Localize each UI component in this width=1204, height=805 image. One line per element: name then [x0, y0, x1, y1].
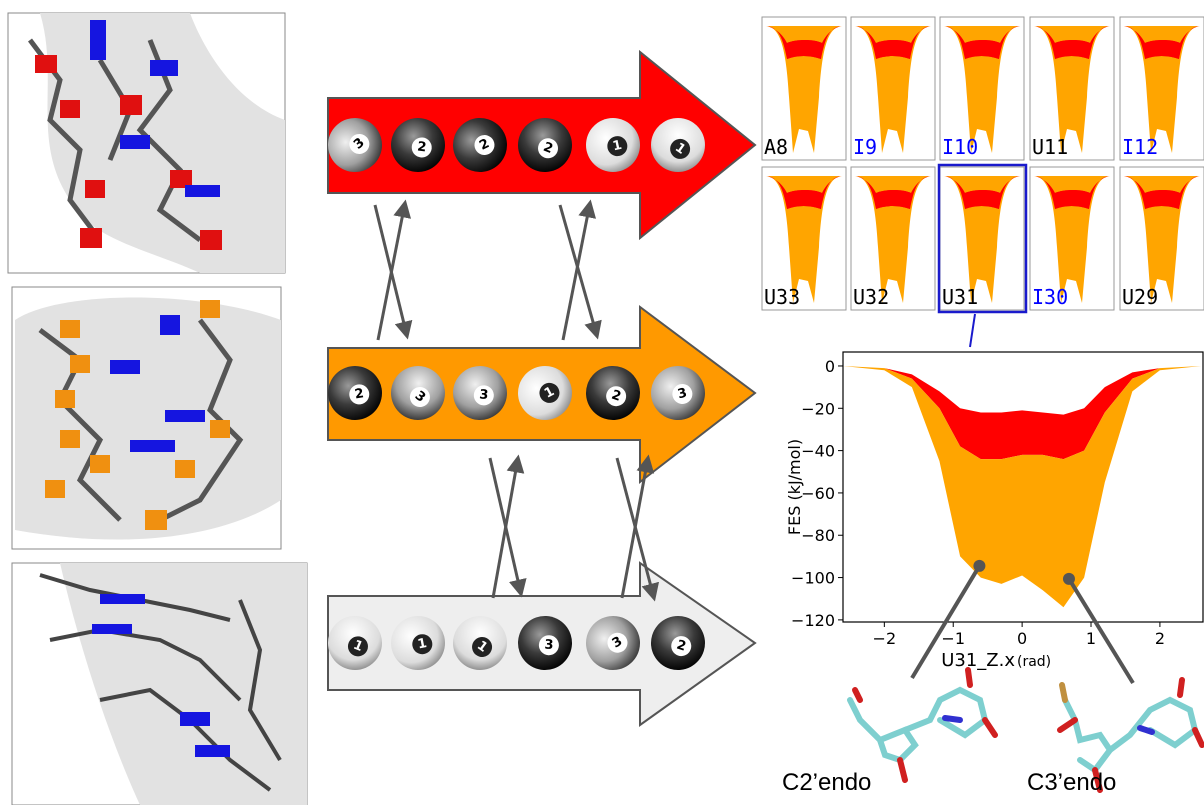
pointer-line: [1069, 579, 1133, 683]
ball-number: 3: [544, 637, 554, 652]
residue-label: I9: [853, 135, 877, 159]
residue-label: U11: [1032, 135, 1068, 159]
structure-panels: [8, 13, 307, 805]
residue-label: I12: [1122, 135, 1158, 159]
x-tick-label: −2: [873, 629, 897, 648]
state-point: [1063, 573, 1075, 585]
y-tick-label: −40: [801, 442, 835, 461]
y-tick-label: 0: [825, 357, 835, 376]
residue-panels: A8 I9 I10 U11 I12 U33 U32 U31 I30 U29: [762, 17, 1204, 312]
residue-label: I10: [942, 135, 978, 159]
y-tick-label: −20: [801, 399, 835, 418]
x-axis-label: U31_Z.x: [941, 650, 1015, 671]
state-point: [973, 560, 985, 572]
ball-number: 2: [416, 139, 427, 155]
fes-band: [843, 366, 1201, 607]
residue-label: U29: [1122, 285, 1158, 309]
surface: [15, 298, 281, 540]
residue-label: U33: [764, 285, 800, 309]
x-tick-label: 0: [1017, 629, 1027, 648]
y-tick-label: −60: [801, 484, 835, 503]
y-tick-label: −120: [791, 611, 835, 630]
x-tick-label: −1: [941, 629, 965, 648]
residue-label: A8: [764, 135, 788, 159]
y-tick-label: −80: [801, 526, 835, 545]
ball-number: 3: [479, 387, 489, 403]
residue-label: U31: [942, 285, 978, 309]
y-axis-label: FES (kJ/mol): [785, 439, 804, 535]
molecule: [850, 670, 995, 780]
y-tick-label: −100: [791, 569, 835, 588]
x-axis-unit: (rad): [1017, 654, 1051, 670]
figure: 322211233123111332 A8I9I10U11I12U33U32U3…: [0, 0, 1204, 805]
x-tick-label: 1: [1086, 629, 1096, 648]
conformer-label: C2’endo: [782, 769, 871, 796]
zoom-connector: [970, 314, 975, 347]
residue-label: U32: [853, 285, 889, 309]
fes-band: [843, 366, 1201, 459]
residue-label: I30: [1032, 285, 1068, 309]
fes-chart: 0 −20 −40 −60 −80 −100 −120 −2 −1 0 1 2 FES (kJ/mol)…: [785, 352, 1203, 683]
x-tick-label: 2: [1155, 629, 1165, 648]
conformer-label: C3’endo: [1027, 769, 1116, 796]
